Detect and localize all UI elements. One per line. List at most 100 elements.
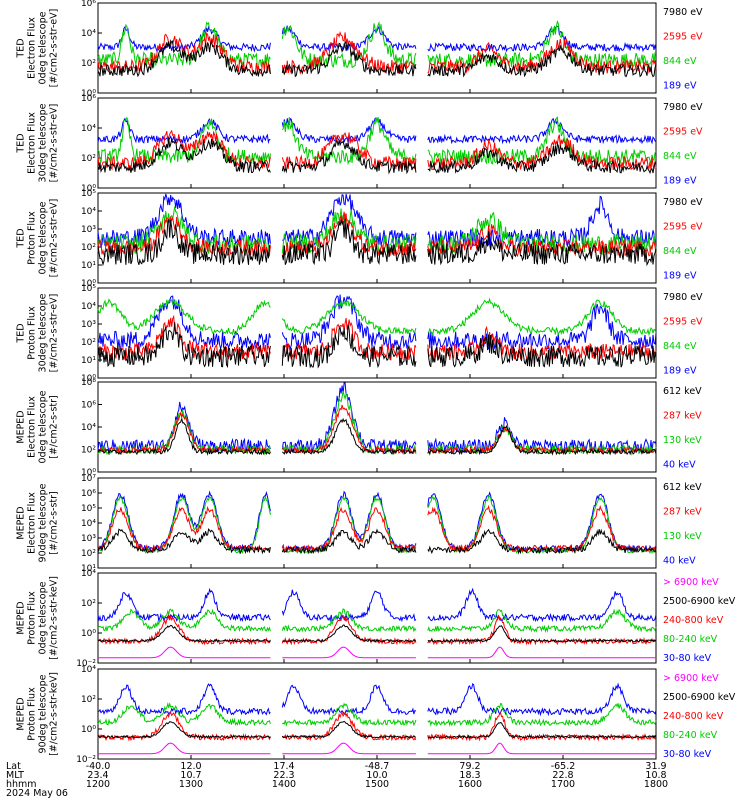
series-line: [97, 682, 657, 717]
y-axis-label-line: MEPED: [16, 410, 27, 443]
y-axis-label-line: TED: [16, 323, 27, 343]
y-tick-label: 10⁶: [81, 0, 96, 9]
y-tick-label: 10⁸: [81, 378, 96, 388]
y-tick-label: 10³: [81, 534, 96, 544]
legend-entry: 80-240 keV: [663, 730, 718, 741]
y-axis-label-line: 0deg telescope: [38, 581, 49, 654]
y-axis-label-line: Electron Flux: [27, 492, 38, 554]
y-axis-label-line: [#/cm2-s-str]: [49, 491, 60, 554]
panel-8: 10⁴ 10² 10⁰ 10⁻² MEPED Proton Flux 90deg teles…: [16, 665, 736, 765]
x-tick-label: 1500: [365, 779, 389, 790]
legend-entry: 7980 eV: [663, 7, 703, 18]
y-tick-label: 10²: [81, 599, 96, 609]
series-line: [97, 701, 657, 727]
panel-frame: [97, 477, 657, 569]
y-axis-label-line: 0deg telescope: [38, 11, 49, 84]
series-line: [97, 218, 657, 267]
y-axis-label-line: [#/cm2-s-str-eV]: [49, 104, 60, 183]
panel-frame: [97, 97, 657, 189]
legend-entry: 844 eV: [663, 56, 697, 67]
y-axis-label-line: MEPED: [16, 697, 27, 730]
y-tick-label: 10⁰: [81, 468, 96, 478]
x-tick-label: 79.2: [459, 761, 480, 772]
y-tick-label: 10²: [81, 549, 96, 559]
y-axis-label-line: [#/cm2-s-str-keV]: [49, 576, 60, 660]
x-tick-label: 10.8: [645, 770, 666, 781]
x-tick-label: 23.4: [87, 770, 108, 781]
y-axis-label-line: Proton Flux: [27, 306, 38, 360]
y-axis-label-line: MEPED: [16, 506, 27, 539]
x-tick-label: 1600: [458, 779, 482, 790]
y-axis-label-line: [#/cm2-s-str-eV]: [49, 199, 60, 278]
x-tick-label: 1300: [179, 779, 203, 790]
y-tick-label: 10³: [81, 320, 96, 330]
y-axis-label-line: Proton Flux: [27, 687, 38, 741]
y-tick-label: 10⁷: [81, 474, 96, 484]
y-axis-label-line: Electron Flux: [27, 396, 38, 458]
legend-entry: 2595 eV: [663, 32, 703, 43]
y-tick-label: 10⁵: [81, 504, 96, 514]
legend-entry: 189 eV: [663, 176, 697, 187]
y-axis-label: MEPED Proton Flux 0deg telescope [#/cm2-s-s…: [16, 576, 60, 660]
series-line: [98, 742, 656, 755]
x-tick-label: 10.0: [366, 770, 387, 781]
series-line: [97, 137, 657, 175]
y-axis-label: MEPED Electron Flux 0deg telescope [#/cm2-s…: [16, 390, 60, 463]
y-axis-label-line: TED: [16, 228, 27, 248]
legend-entry: 7980 eV: [663, 102, 703, 113]
series-line: [97, 490, 657, 553]
legend-entry: 30-80 keV: [663, 749, 712, 760]
legend-entry: 2595 eV: [663, 127, 703, 138]
y-axis-label-line: 30deg telescope: [38, 293, 49, 372]
legend-entry: 2500-6900 keV: [663, 692, 736, 703]
legend-entry: 189 eV: [663, 366, 697, 377]
y-tick-label: 10⁴: [81, 519, 96, 529]
x-tick-label: 10.7: [180, 770, 201, 781]
y-axis-label-line: 90deg telescope: [38, 674, 49, 753]
legend-entry: 612 keV: [663, 386, 702, 397]
x-axis-row-label: Lat: [6, 761, 21, 772]
y-tick-label: 10⁰: [81, 184, 96, 194]
series-line: [97, 587, 657, 623]
y-tick-label: 10⁰: [81, 89, 96, 99]
legend-entry: 2595 eV: [663, 317, 703, 328]
panel-frame: [97, 287, 657, 379]
y-tick-label: 10¹: [81, 261, 96, 271]
legend-entry: 612 keV: [663, 482, 702, 493]
y-tick-label: 10⁶: [81, 489, 96, 499]
y-axis-label-line: Proton Flux: [27, 591, 38, 645]
series-line: [97, 322, 657, 369]
x-tick-label: 31.9: [645, 761, 666, 772]
y-axis-label-line: Proton Flux: [27, 211, 38, 265]
panel-frame: [97, 572, 657, 664]
legend-entry: 2595 eV: [663, 222, 703, 233]
y-axis-label-line: TED: [16, 38, 27, 58]
legend-entry: 40 keV: [663, 556, 696, 567]
x-tick-label: 18.3: [459, 770, 480, 781]
y-tick-label: 10¹: [81, 564, 96, 574]
y-tick-label: 10⁴: [81, 207, 96, 217]
y-tick-label: 10⁰: [81, 629, 96, 639]
panel-4: 10⁵ 10⁴ 10³ 10² 10¹ 10⁰ TED Proton Flux 30deg te…: [16, 284, 704, 384]
series-line: [98, 495, 657, 555]
x-tick-label: 1800: [644, 779, 668, 790]
legend-entry: 287 keV: [663, 507, 702, 518]
series-line: [97, 31, 657, 75]
legend-entry: 130 keV: [663, 435, 702, 446]
y-axis-label-line: 30deg telescope: [38, 103, 49, 182]
series-line: [97, 39, 657, 78]
y-tick-label: 10⁵: [81, 284, 96, 294]
series-line: [97, 528, 657, 555]
y-tick-label: 10⁴: [81, 423, 96, 433]
x-tick-label: -40.0: [86, 761, 111, 772]
y-axis-label-line: [#/cm2-s-str]: [49, 395, 60, 458]
y-tick-label: 10⁻²: [76, 659, 96, 669]
y-axis-label-line: Electron Flux: [27, 17, 38, 79]
y-axis-label-line: 0deg telescope: [38, 390, 49, 463]
y-tick-label: 10⁰: [81, 725, 96, 735]
x-tick-label: 12.0: [180, 761, 201, 772]
y-tick-label: 10⁴: [81, 302, 96, 312]
y-tick-label: 10⁴: [81, 124, 96, 134]
series-line: [97, 608, 657, 633]
legend-entry: 240-800 keV: [663, 711, 724, 722]
